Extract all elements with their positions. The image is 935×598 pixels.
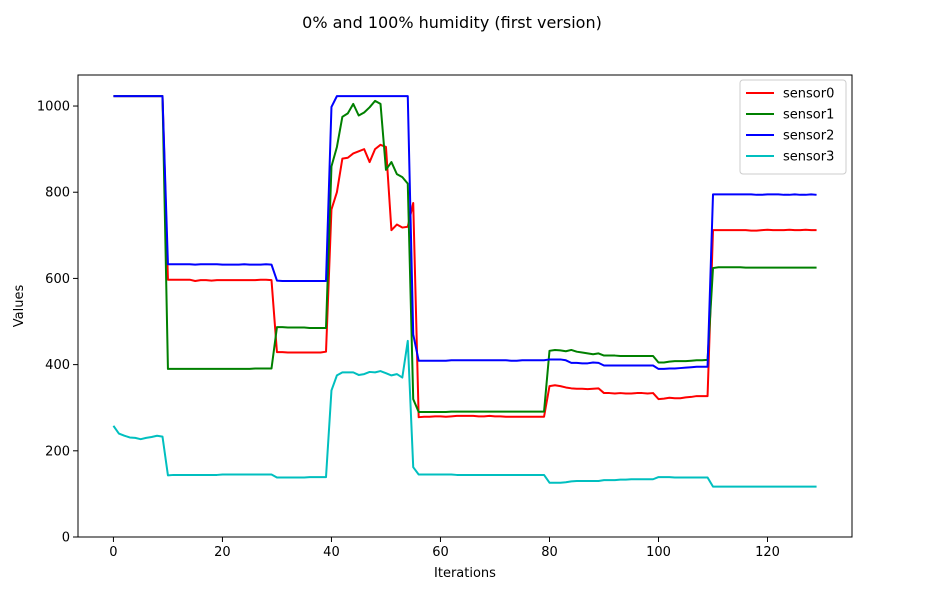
y-tick-label: 0	[62, 531, 70, 546]
x-tick-label: 20	[214, 545, 231, 560]
y-tick-label: 400	[45, 358, 70, 373]
x-tick-label: 120	[755, 545, 780, 560]
legend-box	[739, 79, 847, 175]
y-tick-label: 800	[45, 186, 70, 201]
legend: sensor0 sensor1 sensor2 sensor3	[739, 79, 847, 175]
x-tick-label: 100	[646, 545, 671, 560]
legend-label-sensor3: sensor3	[783, 150, 834, 165]
x-tick-label: 40	[323, 545, 340, 560]
legend-label-sensor0: sensor0	[783, 87, 834, 102]
y-axis-label: Values	[12, 285, 27, 328]
x-axis-label: Iterations	[434, 566, 496, 581]
series-layer	[112, 95, 817, 488]
y-tick-label: 600	[45, 272, 70, 287]
x-tick-label: 0	[109, 545, 117, 560]
legend-label-sensor2: sensor2	[783, 129, 834, 144]
series-line-sensor0	[113, 95, 817, 419]
legend-label-sensor1: sensor1	[783, 108, 834, 123]
x-tick-label: 80	[541, 545, 558, 560]
y-tick-label: 200	[45, 444, 70, 459]
series-line-sensor2	[113, 95, 817, 370]
plot-frame	[77, 74, 853, 538]
ticks-layer: 0 20 40 60 80 100 120 0 200 400 600 800 1000	[37, 100, 780, 560]
x-tick-label: 60	[432, 545, 449, 560]
series-line-sensor1	[113, 95, 817, 414]
chart-title: 0% and 100% humidity (first version)	[302, 13, 602, 32]
series-line-sensor3	[112, 339, 817, 488]
y-tick-label: 1000	[37, 100, 70, 115]
